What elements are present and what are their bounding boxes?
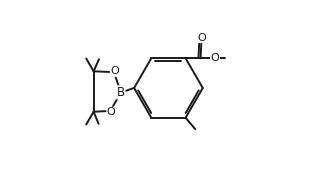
Text: O: O [111,66,119,76]
Text: O: O [211,53,219,63]
Text: B: B [117,86,125,99]
Text: O: O [197,33,206,43]
Text: O: O [107,107,116,117]
